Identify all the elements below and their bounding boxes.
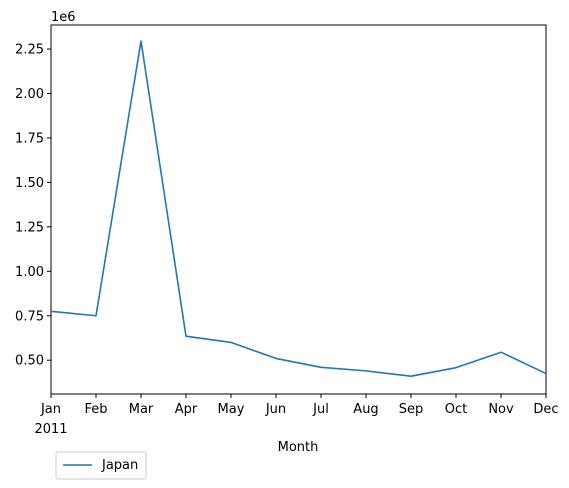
y-tick-label: 1.25 [15,220,44,235]
y-tick-label: 2.00 [15,87,44,102]
legend-box [55,451,147,480]
x-tick-label: Mar [129,402,154,417]
x-tick-label: Nov [488,402,514,417]
x-tick-label: Feb [84,402,107,417]
x-tick-label: Jul [312,402,329,417]
legend: Japan [55,451,147,480]
x-axis-year-label: 2011 [34,422,67,437]
x-tick-label: May [218,402,245,417]
y-tick-label: 1.50 [15,176,44,191]
y-tick-label: 0.50 [15,354,44,369]
x-tick-label: Aug [353,402,378,417]
x-axis-title: Month [278,440,319,455]
y-axis: 0.50 0.75 1.00 1.25 1.50 1.75 2.00 2.25 [15,43,51,369]
x-tick-label: Sep [399,402,424,417]
y-tick-label: 2.25 [15,43,44,58]
x-axis: Jan Feb Mar Apr May Jun Jul Aug Sep Oct Nov Dec [40,394,559,417]
x-tick-label: Jan [40,402,61,417]
x-tick-label: Apr [175,402,198,417]
x-tick-label: Oct [445,402,467,417]
legend-label-japan: Japan [101,458,138,473]
y-tick-label: 1.75 [15,131,44,146]
y-offset-label: 1e6 [51,10,76,25]
x-tick-label: Jun [265,402,286,417]
series-line-japan [50,40,547,378]
x-tick-label: Dec [533,402,558,417]
y-tick-label: 0.75 [15,309,44,324]
plot-area [50,24,547,395]
series-layer [50,40,547,378]
y-tick-label: 1.00 [15,265,44,280]
